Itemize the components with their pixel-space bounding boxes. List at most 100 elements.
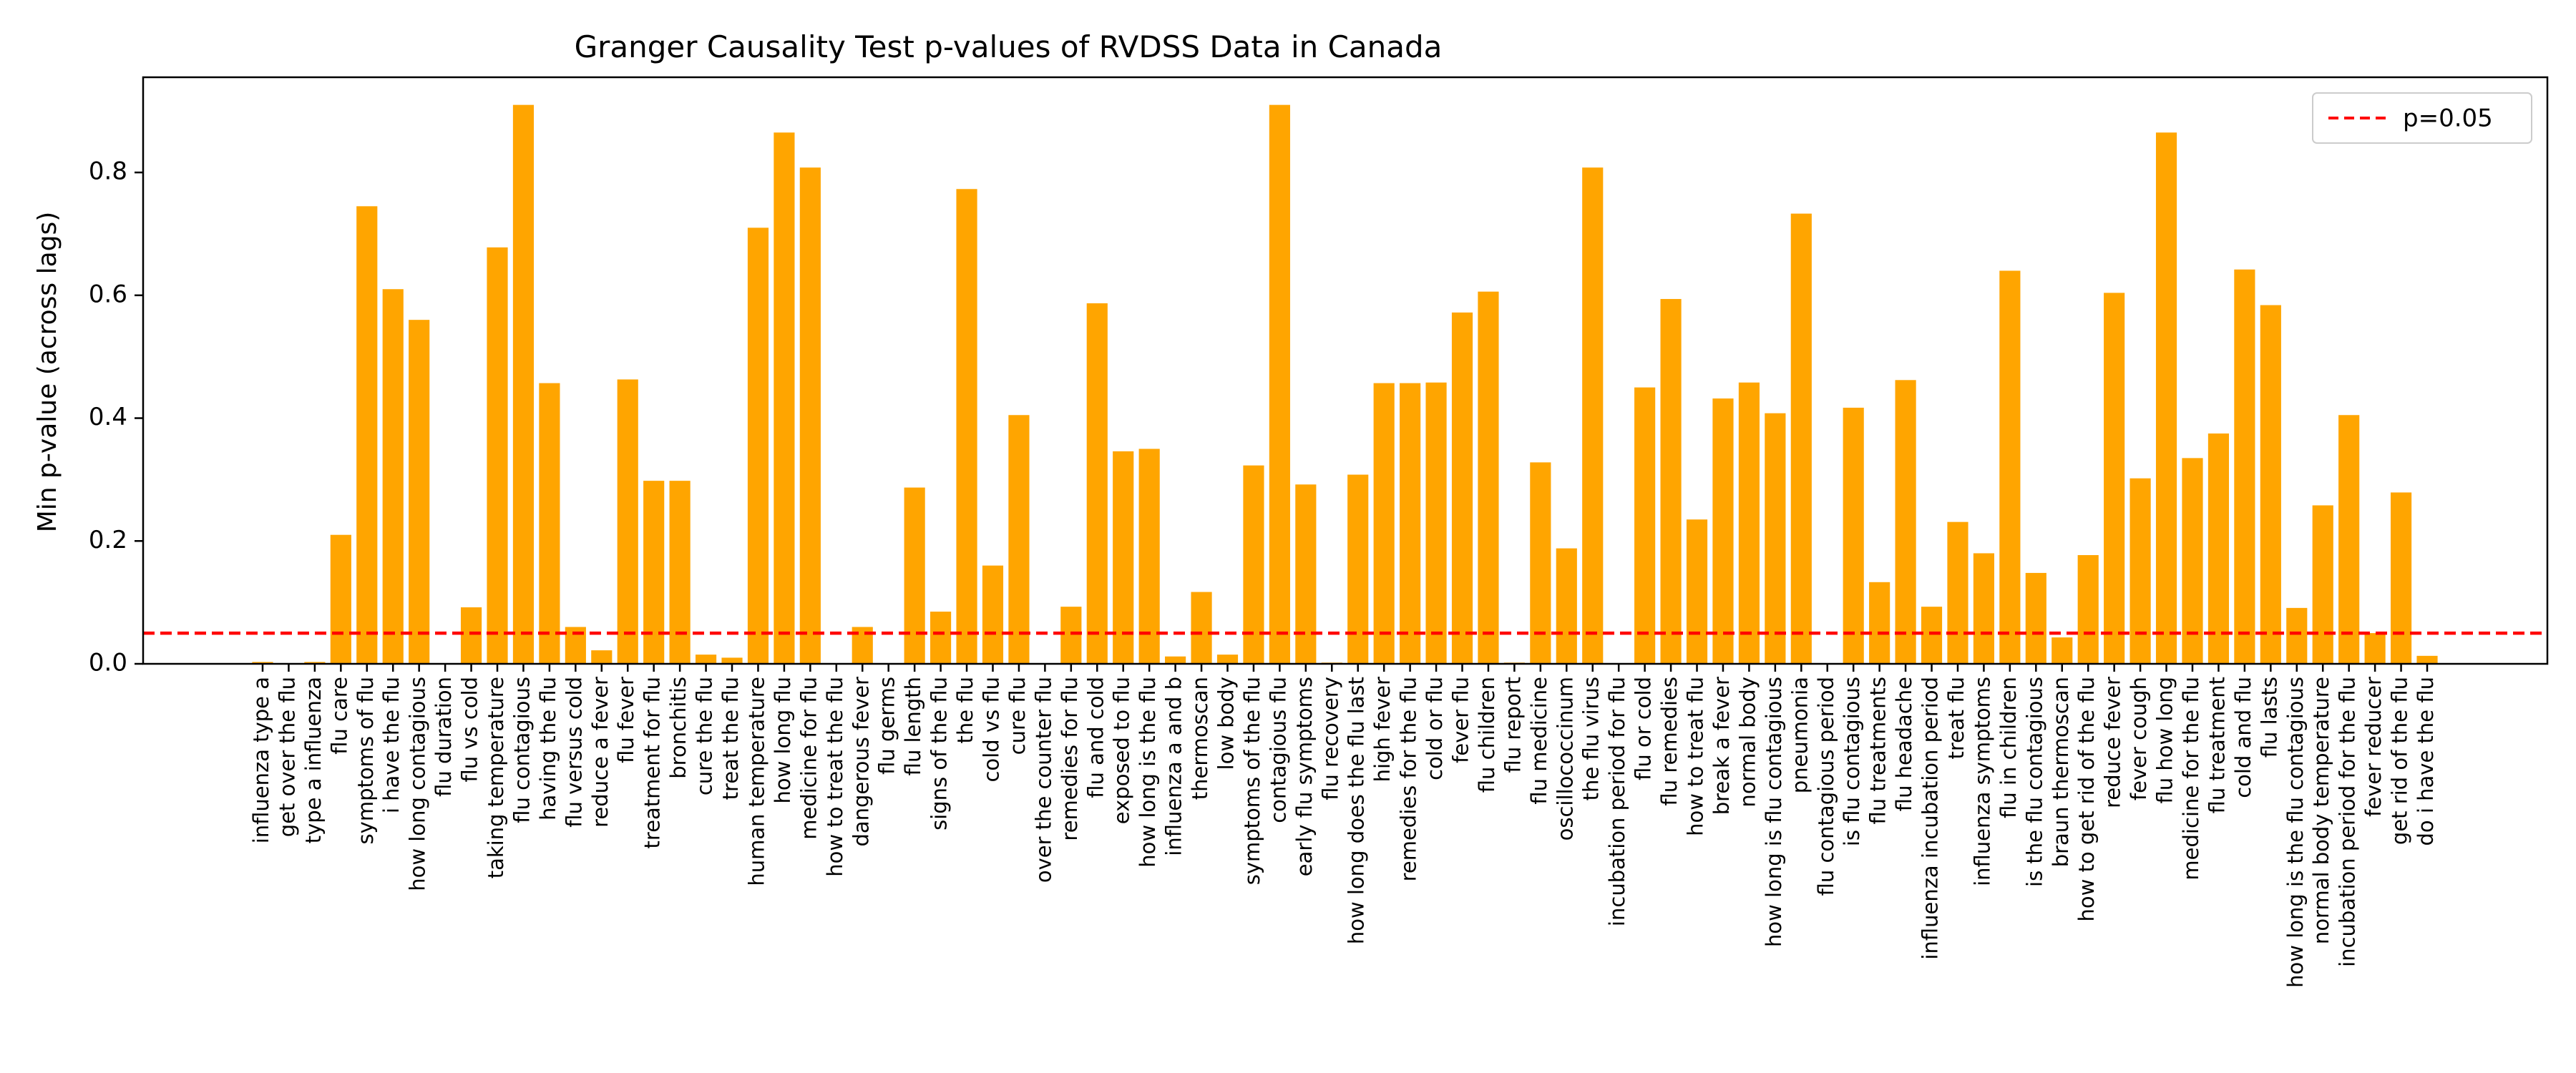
bar-flu-children <box>1478 291 1499 664</box>
x-tick-label: braun thermoscan <box>2049 677 2073 867</box>
bar-influenza-a-and-b <box>1165 656 1186 664</box>
x-tick-label: break a fever <box>1709 677 1734 815</box>
x-tick-label: flu or cold <box>1631 677 1656 780</box>
x-tick-label: flu duration <box>431 677 456 797</box>
x-tick-label: how long flu <box>771 677 795 804</box>
x-tick-label: incubation period for the flu <box>2336 677 2360 967</box>
x-tick-label: fever reducer <box>2361 677 2386 817</box>
bar-flu-vs-cold <box>460 607 482 664</box>
bar-normal-body <box>1738 382 1760 664</box>
bar-is-the-flu-contagious <box>2025 572 2046 664</box>
x-tick-label: flu germs <box>875 677 899 775</box>
y-tick-label: 0.8 <box>89 157 127 186</box>
x-tick-label: type a influenza <box>301 677 326 843</box>
bar-how-long-does-the-flu-last <box>1347 474 1369 664</box>
bar-incubation-period-for-the-flu <box>2338 415 2360 664</box>
x-tick-label: flu care <box>327 677 351 755</box>
bar-pneumonia <box>1790 213 1812 664</box>
x-tick-label: high fever <box>1370 677 1395 782</box>
x-tick-label: over the counter flu <box>1031 677 1055 883</box>
bar-cold-or-flu <box>1425 382 1447 664</box>
x-tick-label: flu length <box>901 677 925 775</box>
x-tick-label: how long contagious <box>406 677 430 891</box>
x-tick-label: medicine for the flu <box>2179 677 2203 881</box>
x-tick-label: cure flu <box>1005 677 1030 755</box>
bar-flu-how-long <box>2155 132 2177 664</box>
bar-fever-cough <box>2129 478 2151 664</box>
x-tick-label: how long does the flu last <box>1345 677 1369 944</box>
bar-influenza-symptoms <box>1973 553 1994 664</box>
x-tick-label: cure the flu <box>693 677 717 795</box>
bar-do-i-have-the-flu <box>2416 655 2438 664</box>
x-tick-label: signs of the flu <box>927 677 952 831</box>
x-tick-label: do i have the flu <box>2414 677 2438 846</box>
bar-flu-care <box>330 534 351 664</box>
bar-how-long-flu <box>774 132 795 664</box>
x-tick-label: cold vs flu <box>979 677 1003 783</box>
bar-type-a-influenza <box>304 662 326 664</box>
x-tick-label: flu recovery <box>1318 677 1342 800</box>
x-tick-label: human temperature <box>744 677 769 886</box>
bar-the-flu <box>956 189 977 664</box>
x-tick-label: cold and flu <box>2231 677 2255 798</box>
bar-cold-vs-flu <box>982 565 1004 664</box>
x-tick-label: cold or flu <box>1423 677 1447 780</box>
x-tick-label: flu how long <box>2153 677 2177 804</box>
bar-bronchitis <box>669 481 691 664</box>
bar-flu-treatments <box>1869 582 1890 664</box>
x-tick-label: treatment for flu <box>640 677 665 848</box>
x-tick-label: the flu <box>953 677 977 743</box>
x-tick-label: incubation period for flu <box>1605 677 1629 926</box>
x-tick-label: having the flu <box>536 677 560 820</box>
bar-reduce-a-fever <box>591 650 613 664</box>
x-tick-label: how long is flu contagious <box>1762 677 1786 947</box>
x-tick-label: normal body temperature <box>2309 677 2333 944</box>
bar-get-rid-of-the-flu <box>2390 492 2412 664</box>
y-axis: 0.0 0.2 0.4 0.6 0.8 <box>89 157 143 677</box>
x-tick-label: flu versus cold <box>562 677 586 828</box>
bar-fever-flu <box>1451 312 1473 664</box>
bar-the-flu-virus <box>1582 167 1604 665</box>
bar-influenza-incubation-period <box>1921 607 1943 664</box>
bar-treat-flu <box>1947 521 1968 664</box>
x-tick-label: bronchitis <box>666 677 691 779</box>
x-tick-label: get rid of the flu <box>2388 677 2412 845</box>
bar-remedies-for-the-flu <box>1400 383 1421 664</box>
bar-treatment-for-flu <box>643 481 665 664</box>
x-tick-label: how long is the flu contagious <box>2283 677 2308 988</box>
bar-how-long-contagious <box>409 320 430 664</box>
x-tick-label: flu headache <box>1892 677 1916 811</box>
legend-box <box>2312 92 2532 144</box>
x-tick-label: dangerous fever <box>849 677 873 847</box>
legend: p=0.05 <box>2312 92 2532 144</box>
x-tick-label: taking temperature <box>484 677 508 878</box>
bar-how-to-treat-flu <box>1686 519 1708 664</box>
x-tick-label: medicine for flu <box>796 677 821 840</box>
bar-how-to-get-rid-of-the-flu <box>2077 555 2099 664</box>
x-tick-label: symptoms of the flu <box>1240 677 1264 885</box>
bars-group <box>252 104 2438 665</box>
bar-symptoms-of-flu <box>356 206 378 664</box>
x-tick-label: normal body <box>1735 677 1760 808</box>
bar-cure-flu <box>1008 415 1030 664</box>
bar-thermoscan <box>1191 592 1212 664</box>
x-tick-label: remedies for the flu <box>1397 677 1421 881</box>
bar-flu-treatment <box>2207 433 2230 664</box>
x-tick-label: reduce a fever <box>588 677 613 828</box>
x-tick-label: how to treat flu <box>1684 677 1708 836</box>
x-tick-label: how to treat the flu <box>823 677 847 877</box>
x-tick-label: is flu contagious <box>1840 677 1864 846</box>
bar-fever-reducer <box>2364 633 2386 664</box>
y-tick-label: 0.2 <box>89 526 127 554</box>
bar-having-the-flu <box>539 383 560 664</box>
x-tick-label: treat the flu <box>718 677 743 800</box>
x-tick-label: flu and cold <box>1083 677 1108 798</box>
x-tick-label: influenza incubation period <box>1918 677 1943 960</box>
bar-flu-or-cold <box>1634 387 1656 664</box>
x-tick-label: remedies for flu <box>1058 677 1082 841</box>
x-tick-label: treat flu <box>1944 677 1968 760</box>
x-tick-label: pneumonia <box>1787 677 1812 793</box>
bar-how-long-is-the-flu <box>1138 449 1160 664</box>
bar-flu-medicine <box>1530 462 1551 664</box>
